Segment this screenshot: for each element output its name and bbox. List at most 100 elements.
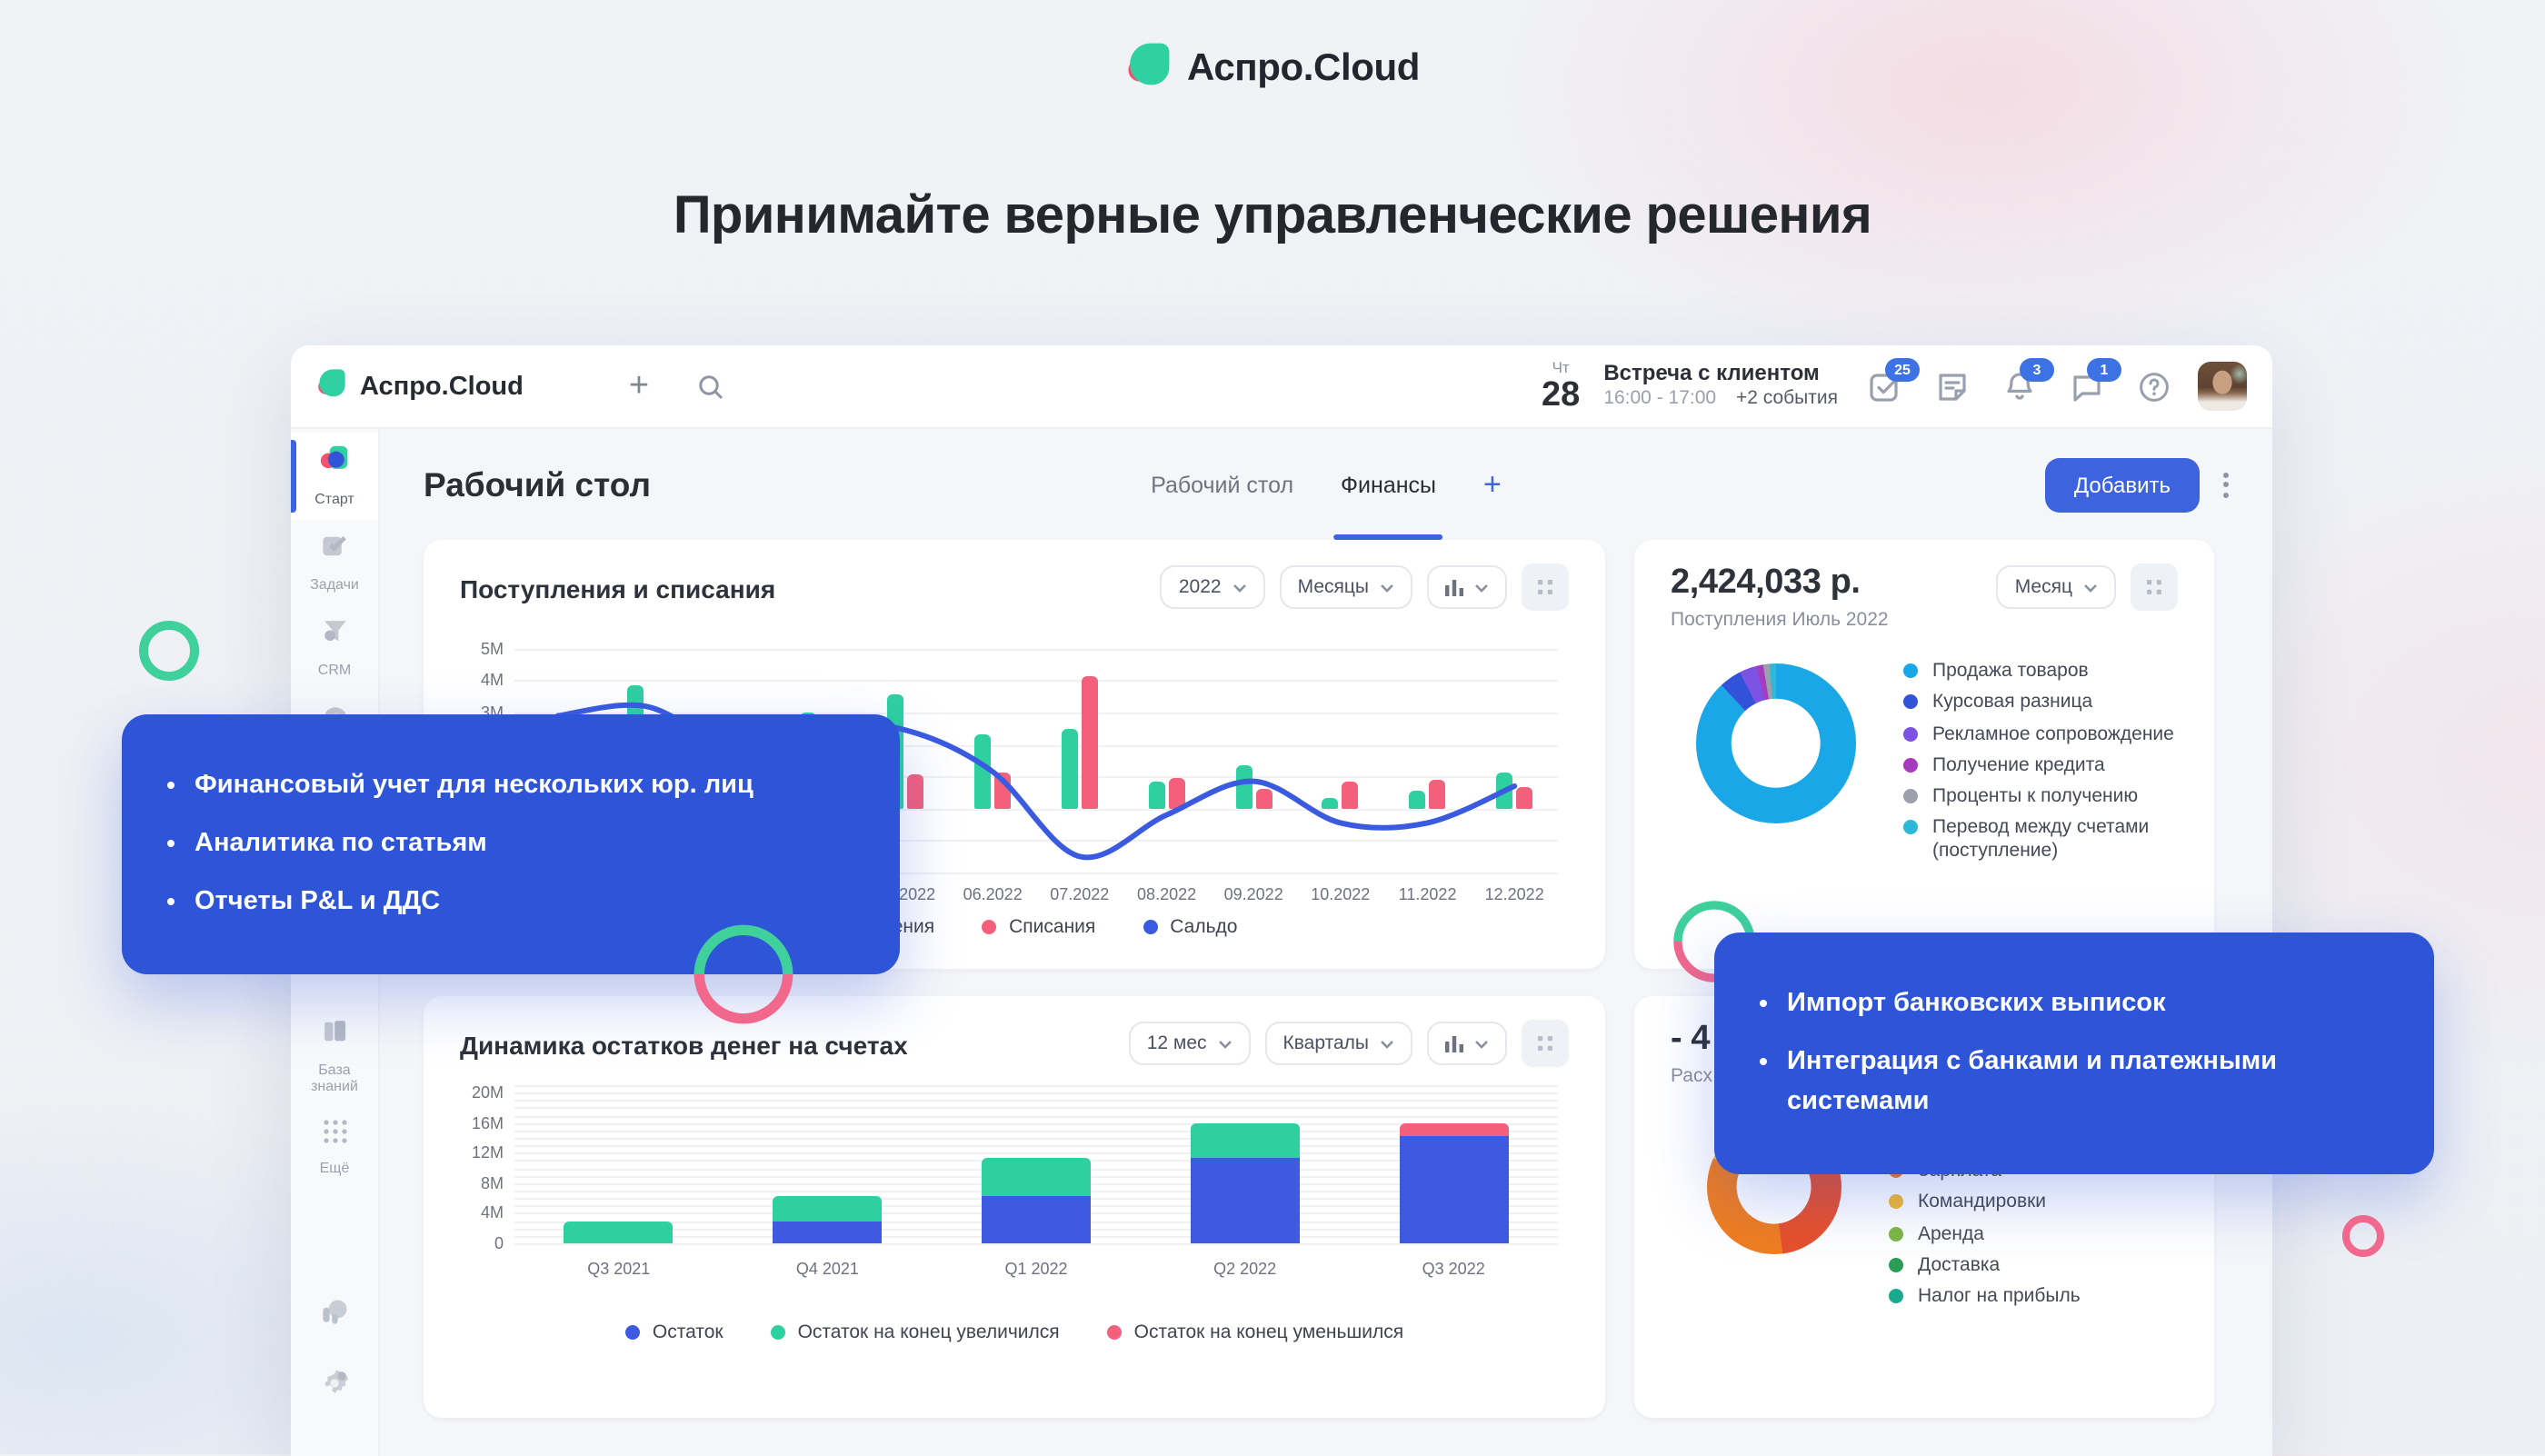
y-axis-tick: 4M <box>480 671 504 690</box>
knowledge-base-icon <box>319 1015 350 1055</box>
x-axis-tick: 10.2022 <box>1311 885 1371 903</box>
legend-item: Доставка <box>1889 1254 2161 1278</box>
chat-icon[interactable]: 1 <box>2069 357 2121 404</box>
bar <box>994 772 1012 809</box>
legend-label: Доставка <box>1918 1253 2001 1276</box>
legend-dot <box>1903 663 1918 678</box>
x-axis-tick: 11.2022 <box>1398 885 1457 903</box>
y-axis-tick: 0 <box>494 1234 504 1252</box>
y-axis-tick: 20M <box>471 1083 504 1102</box>
sidebar-item-start[interactable]: Старт <box>291 433 378 521</box>
hero-logo-text: Аспро.Cloud <box>1186 46 1421 88</box>
dashboard-tabs: Рабочий стол Финансы + <box>1151 429 1502 540</box>
drag-handle-icon[interactable] <box>1522 1020 1569 1067</box>
balance-dynamics-legend: Остаток Остаток на конец увеличился Остато… <box>460 1321 1569 1343</box>
card-income-structure: 2,424,033 р. Поступления Июль 2022 Месяц <box>1634 540 2214 969</box>
x-axis-tick: Q4 2021 <box>795 1260 859 1278</box>
drag-handle-icon[interactable] <box>2131 563 2178 611</box>
help-icon[interactable] <box>2136 368 2172 404</box>
legend-label: Рекламное сопровождение <box>1932 723 2174 745</box>
legend-dot <box>1889 1257 1903 1272</box>
expense-subtitle: Расх <box>1671 1065 1712 1087</box>
legend-label: Остаток на конец уменьшился <box>1133 1321 1404 1343</box>
income-legend: Продажа товаров Курсовая разница Рекламное… <box>1903 660 2176 863</box>
calendar-date[interactable]: Чт 28 <box>1542 359 1581 415</box>
sidebar-item-knowledge-base[interactable]: База знаний <box>291 1004 378 1107</box>
income-donut-chart <box>1696 663 1856 823</box>
card-title: Поступления и списания <box>460 574 776 603</box>
legend-dot <box>1889 1289 1903 1304</box>
gridline <box>514 1115 1558 1118</box>
stacked-bar-segment <box>1190 1158 1300 1243</box>
tasks-module-icon <box>319 531 350 571</box>
legend-dot <box>1106 1325 1122 1340</box>
chart-type-select[interactable] <box>1427 1022 1507 1065</box>
legend-label: Налог на прибыль <box>1918 1285 2081 1308</box>
bar <box>1516 787 1533 809</box>
legend-item: Продажа товаров <box>1903 660 2176 683</box>
kebab-menu-icon[interactable] <box>2223 472 2229 497</box>
legend-dot <box>1903 820 1918 835</box>
gridline <box>514 1145 1558 1148</box>
user-avatar[interactable] <box>2198 362 2247 411</box>
app-logo[interactable]: Аспро.Cloud <box>316 366 524 406</box>
drag-handle-icon[interactable] <box>1522 563 1569 611</box>
legend-item: Проценты к получению <box>1903 785 2176 809</box>
stacked-bar-segment <box>1399 1122 1509 1136</box>
period-select[interactable]: Месяц <box>1996 565 2116 609</box>
range-select[interactable]: 12 мес <box>1128 1022 1251 1065</box>
more-grid-icon <box>321 1118 348 1154</box>
bar <box>1148 781 1165 809</box>
stacked-bar-segment <box>564 1221 674 1243</box>
year-select[interactable]: 2022 <box>1160 565 1265 609</box>
expense-amount: - 4 <box>1671 1020 1711 1058</box>
legend-item: Командировки <box>1889 1192 2161 1215</box>
legend-dot <box>1889 1226 1903 1242</box>
bar <box>1322 797 1339 809</box>
event-more[interactable]: +2 события <box>1735 387 1838 410</box>
period-select[interactable]: Кварталы <box>1264 1022 1412 1065</box>
legend-label: Аренда <box>1918 1222 1984 1245</box>
notes-icon[interactable] <box>1934 368 1971 404</box>
chart-type-select[interactable] <box>1427 565 1507 609</box>
add-tab-button[interactable]: + <box>1483 466 1502 501</box>
x-axis-tick: 12.2022 <box>1484 885 1544 903</box>
gridline <box>514 648 1558 651</box>
integrations-icon[interactable] <box>318 1296 351 1338</box>
stacked-bar-segment <box>982 1196 1091 1243</box>
callout-bullet: Аналитика по статьям <box>195 825 856 863</box>
add-button[interactable]: Добавить <box>2044 457 2200 512</box>
tab-finance[interactable]: Финансы <box>1332 429 1445 540</box>
sidebar-item-more[interactable]: Ещё <box>291 1107 378 1189</box>
legend-label: Остаток на конец увеличился <box>797 1321 1060 1343</box>
decorative-ring-duo <box>693 923 794 1034</box>
bell-icon[interactable]: 3 <box>2001 357 2054 404</box>
sidebar-item-tasks[interactable]: Задачи <box>291 520 378 605</box>
notifications-badge: 3 <box>2020 357 2054 381</box>
callout-bullet: Импорт банковских выписок <box>1787 986 2390 1024</box>
legend-label: Перевод между счетами (поступление) <box>1932 816 2150 863</box>
legend-dot <box>1903 789 1918 804</box>
search-icon[interactable] <box>696 372 725 401</box>
settings-gear-icon[interactable] <box>318 1367 351 1409</box>
page-title: Рабочий стол <box>424 464 651 503</box>
create-button[interactable]: + <box>628 366 650 404</box>
legend-dot <box>624 1325 640 1340</box>
bar <box>1061 728 1078 809</box>
gridline <box>514 873 1558 874</box>
tasks-icon[interactable]: 25 <box>1867 357 1920 404</box>
callout-bullet: Финансовый учет для нескольких юр. лиц <box>195 767 856 805</box>
y-axis-tick: 16M <box>471 1113 504 1132</box>
tab-desktop[interactable]: Рабочий стол <box>1151 472 1294 497</box>
upcoming-event[interactable]: Встреча с клиентом 16:00 - 17:00 +2 собы… <box>1603 361 1838 412</box>
gridline <box>514 1085 1558 1087</box>
stacked-bar-segment <box>982 1157 1091 1197</box>
period-select[interactable]: Месяцы <box>1279 565 1412 609</box>
event-time: 16:00 - 17:00 <box>1603 387 1717 410</box>
day-number: 28 <box>1542 376 1581 415</box>
y-axis-tick: 12M <box>471 1143 504 1162</box>
sidebar-item-crm[interactable]: CRM <box>291 606 378 692</box>
bar <box>1255 789 1272 809</box>
callout-bullet: Интеграция с банками и платежными систем… <box>1787 1044 2390 1121</box>
